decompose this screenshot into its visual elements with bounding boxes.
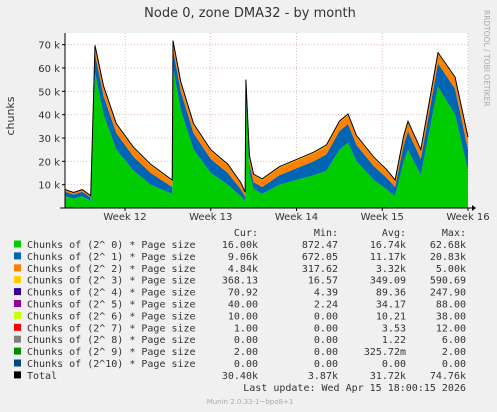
legend-value-min: 3.87k: [308, 371, 338, 382]
x-tick-label: Week 16: [446, 212, 489, 223]
total-line: [64, 40, 469, 197]
last-update: Last update: Wed Apr 15 18:00:15 2026: [243, 383, 466, 394]
legend-value-avg: 3.53: [382, 323, 406, 334]
rrdtool-watermark: RRDTOOL / TOBI OETIKER: [482, 10, 491, 107]
legend-value-min: 0.00: [314, 347, 338, 358]
legend-label: Chunks of (2^ 0) * Page size: [27, 240, 196, 251]
chart-title: Node 0, zone DMA32 - by month: [144, 6, 356, 21]
legend-value-avg: 31.72k: [370, 371, 406, 382]
legend-value-min: 2.24: [314, 300, 338, 311]
legend-label: Total: [27, 371, 57, 382]
y-tick-label: 40 k: [38, 111, 60, 122]
legend-swatch: [14, 311, 21, 319]
legend-value-cur: 30.40k: [222, 371, 258, 382]
legend-value-cur: 0.00: [234, 359, 258, 370]
legend-label: Chunks of (2^ 3) * Page size: [27, 276, 196, 287]
legend-header: Min:: [314, 228, 338, 239]
legend-header: Max:: [442, 228, 466, 239]
x-tick-label: Week 13: [189, 212, 232, 223]
legend-value-cur: 10.00: [228, 311, 258, 322]
legend-value-max: 590.69: [430, 276, 466, 287]
legend-value-min: 16.57: [308, 276, 338, 287]
legend-value-max: 12.00: [436, 323, 466, 334]
legend-swatch: [14, 323, 21, 331]
legend-swatch: [14, 264, 21, 272]
legend-value-min: 4.39: [314, 288, 338, 299]
legend-label: Chunks of (2^ 7) * Page size: [27, 323, 196, 334]
legend-label: Chunks of (2^ 9) * Page size: [27, 347, 196, 358]
legend-label: Chunks of (2^ 6) * Page size: [27, 311, 196, 322]
generator-version: Munin 2.0.33-1~bpo8+1: [207, 398, 294, 406]
legend-label: Chunks of (2^ 4) * Page size: [27, 288, 196, 299]
legend-swatch: [14, 359, 21, 367]
y-tick-label: 70 k: [38, 41, 60, 52]
legend-value-cur: 40.00: [228, 300, 258, 311]
legend-swatch: [14, 288, 21, 296]
legend-value-avg: 3.32k: [376, 264, 406, 275]
legend-value-min: 317.62: [302, 264, 338, 275]
legend-value-max: 2.00: [442, 347, 466, 358]
legend-value-avg: 349.09: [370, 276, 406, 287]
legend-swatch: [14, 371, 21, 379]
legend-swatch: [14, 347, 21, 355]
legend-value-max: 0.00: [442, 359, 466, 370]
y-tick-label: 20 k: [38, 157, 60, 168]
legend-value-max: 88.00: [436, 300, 466, 311]
legend-value-max: 38.00: [436, 311, 466, 322]
legend-swatch: [14, 300, 21, 307]
legend-value-min: 872.47: [302, 240, 338, 251]
legend-value-cur: 4.84k: [228, 264, 258, 275]
legend-value-cur: 16.00k: [222, 240, 258, 251]
legend-value-min: 0.00: [314, 359, 338, 370]
legend-value-avg: 16.74k: [370, 240, 406, 251]
legend-value-max: 6.00: [442, 335, 466, 346]
legend-value-max: 74.76k: [430, 371, 466, 382]
legend-label: Chunks of (2^ 5) * Page size: [27, 300, 196, 311]
legend-value-min: 672.05: [302, 252, 338, 263]
legend-value-cur: 70.92: [228, 288, 258, 299]
legend-value-cur: 0.00: [234, 335, 258, 346]
legend-value-max: 5.00k: [436, 264, 466, 275]
x-tick-label: Week 14: [275, 212, 318, 223]
legend-value-max: 62.68k: [430, 240, 466, 251]
legend-label: Chunks of (2^ 1) * Page size: [27, 252, 196, 263]
legend-label: Chunks of (2^10) * Page size: [27, 359, 196, 370]
legend-value-max: 247.90: [430, 288, 466, 299]
legend-value-min: 0.00: [314, 335, 338, 346]
y-tick-label: 10 k: [38, 181, 60, 192]
legend-value-min: 0.00: [314, 323, 338, 334]
legend-header: Avg:: [382, 228, 406, 239]
legend-value-cur: 9.06k: [228, 252, 258, 263]
x-tick-label: Week 12: [103, 212, 146, 223]
legend-value-avg: 89.36: [376, 288, 406, 299]
legend-value-min: 0.00: [314, 311, 338, 322]
legend-value-avg: 11.17k: [370, 252, 406, 263]
area-series-0: [65, 68, 468, 208]
legend-header: Cur:: [234, 228, 258, 239]
legend-value-avg: 0.00: [382, 359, 406, 370]
legend-swatch: [14, 240, 21, 248]
legend-swatch: [14, 335, 21, 343]
legend-swatch: [14, 252, 21, 260]
legend-value-cur: 1.00: [234, 323, 258, 334]
y-axis-label: chunks: [4, 96, 17, 135]
y-tick-label: 30 k: [38, 134, 60, 145]
y-tick-label: 50 k: [38, 87, 60, 98]
legend-value-avg: 1.22: [382, 335, 406, 346]
x-tick-label: Week 15: [361, 212, 404, 223]
legend-value-max: 20.83k: [430, 252, 466, 263]
legend-value-avg: 34.17: [376, 300, 406, 311]
legend-swatch: [14, 276, 21, 284]
legend-value-cur: 368.13: [222, 276, 258, 287]
legend-label: Chunks of (2^ 8) * Page size: [27, 335, 196, 346]
legend-value-avg: 10.21: [376, 311, 406, 322]
legend-value-cur: 2.00: [234, 347, 258, 358]
legend-value-avg: 325.72m: [364, 347, 406, 358]
y-tick-label: 60 k: [38, 64, 60, 75]
area-series-1: [65, 49, 468, 201]
legend-label: Chunks of (2^ 2) * Page size: [27, 264, 196, 275]
